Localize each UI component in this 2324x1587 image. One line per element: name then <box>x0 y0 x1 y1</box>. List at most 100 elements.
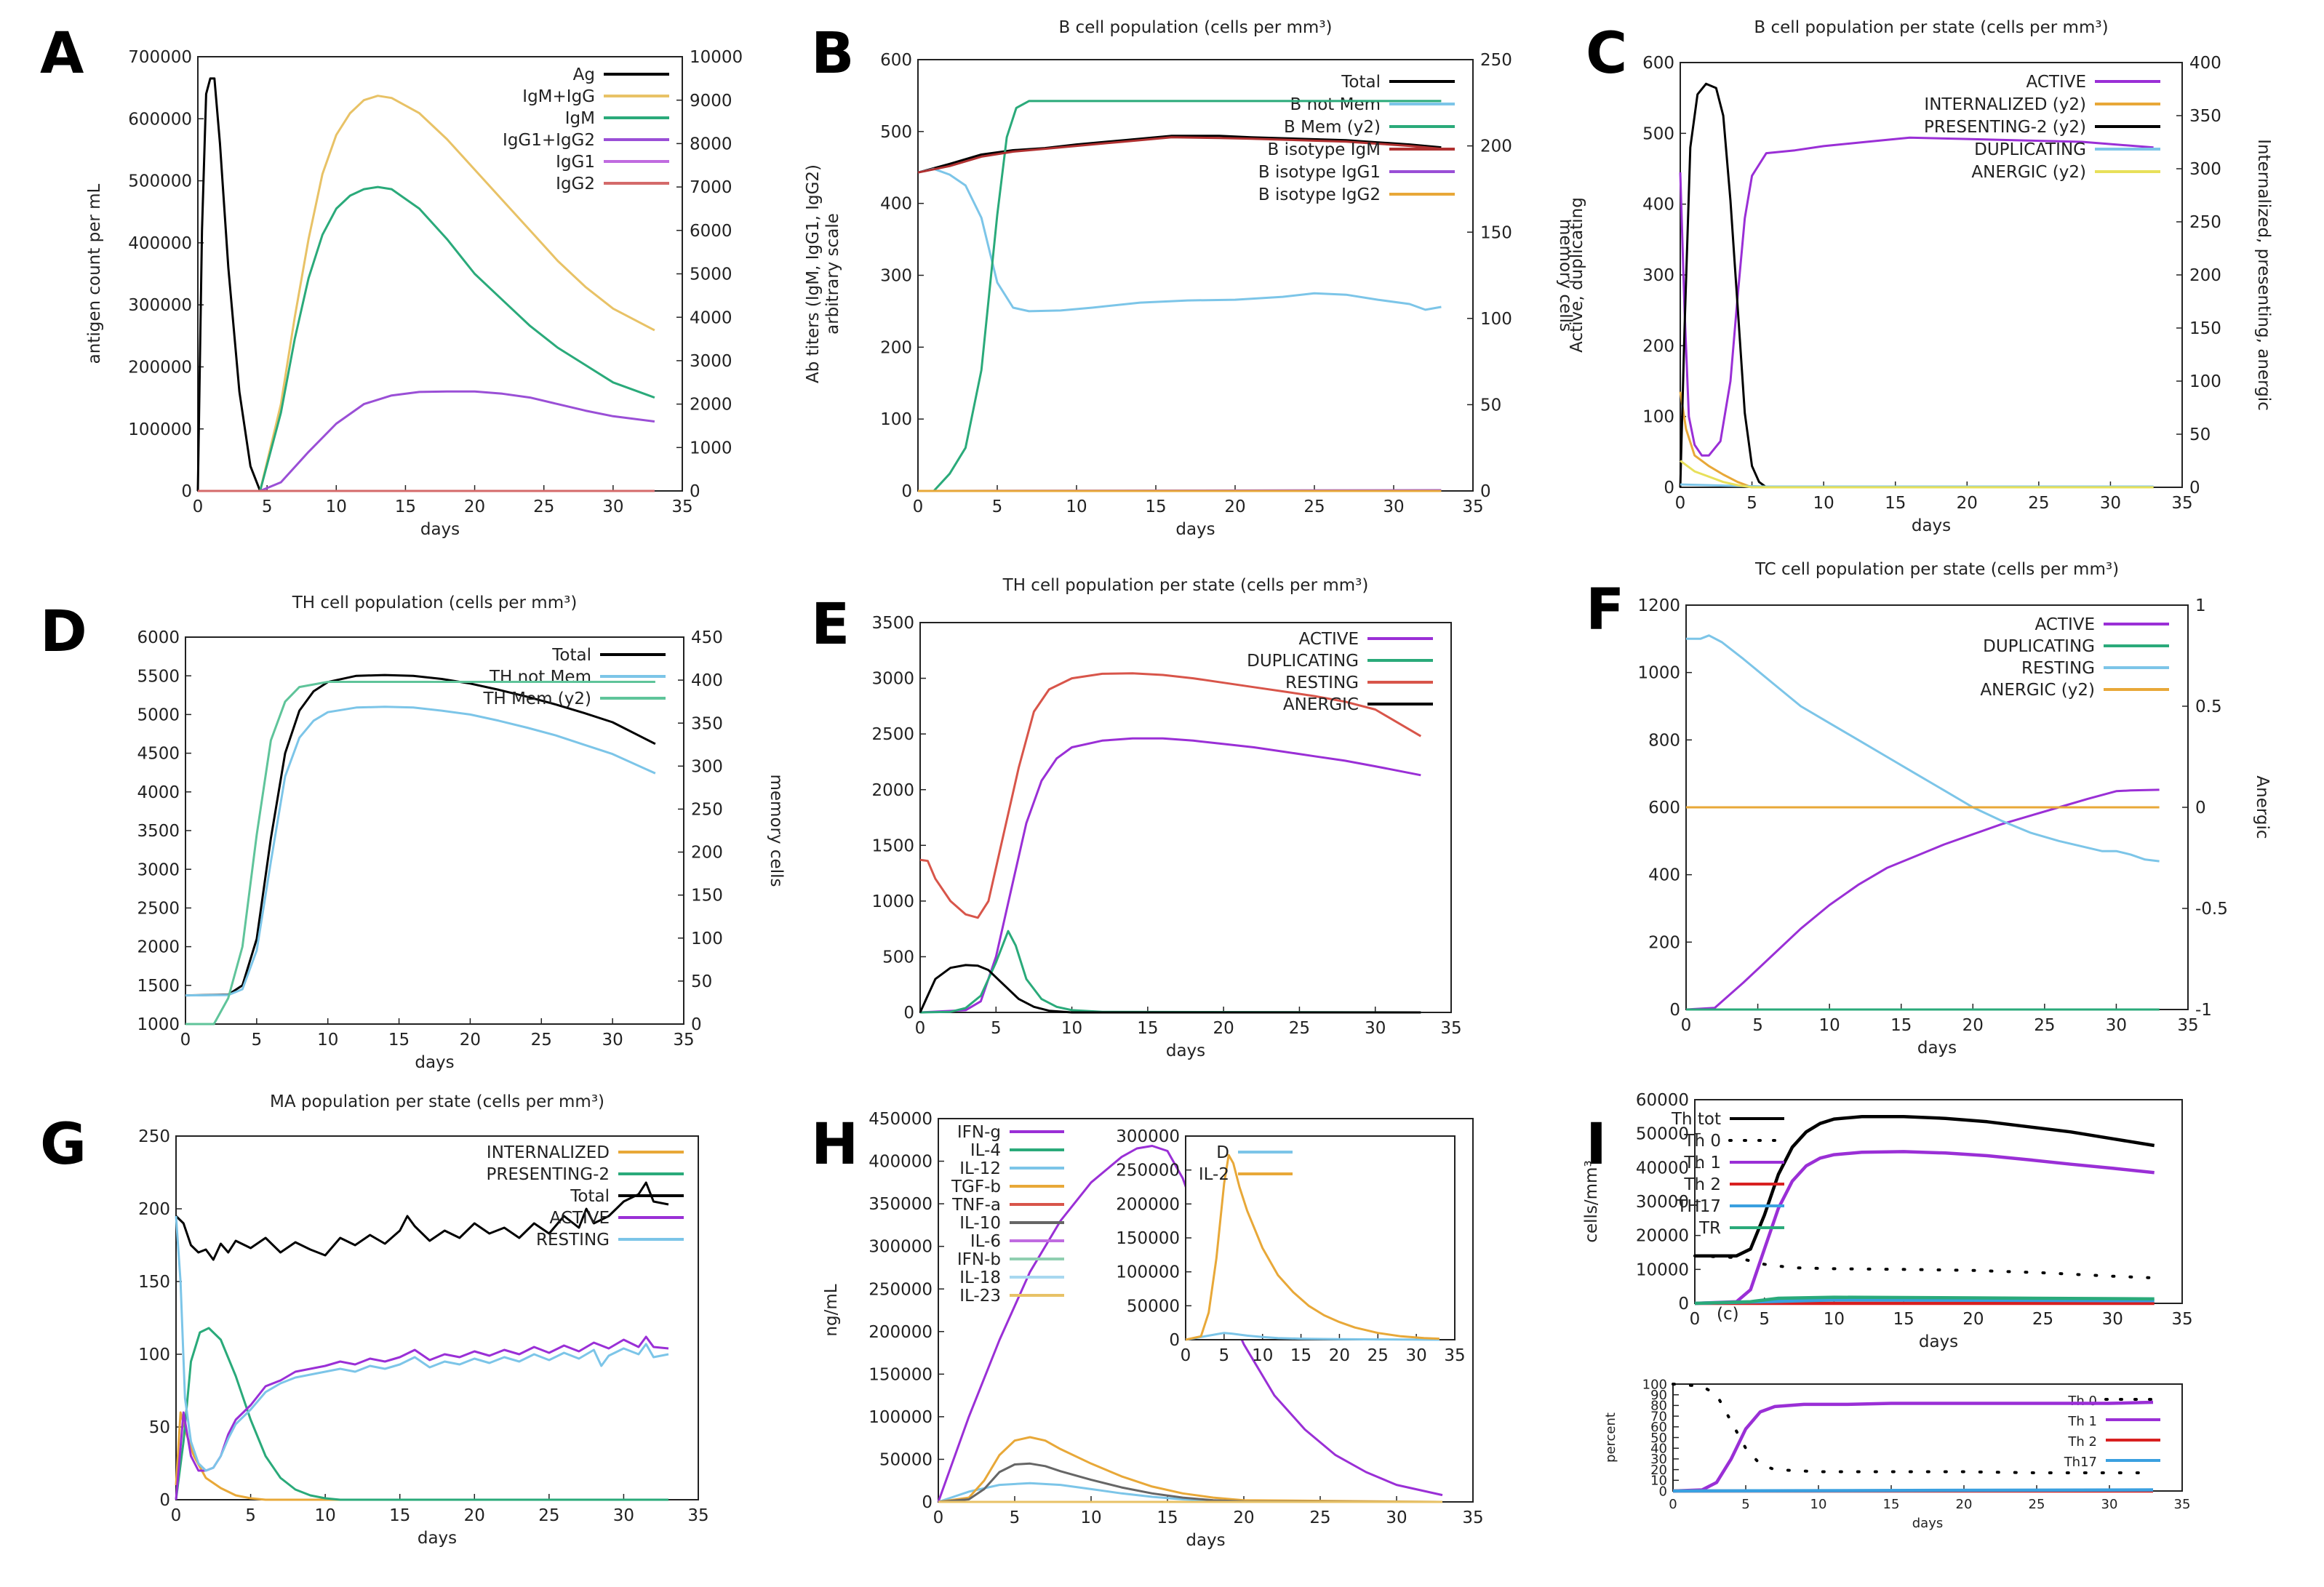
y2-tick-label: 4000 <box>690 308 732 327</box>
plot-frame <box>175 1135 699 1500</box>
y-tick-label: 0 <box>1659 1484 1667 1499</box>
y-tick-label: 0 <box>1664 479 1674 497</box>
series-line-presenting-2 <box>175 1327 668 1501</box>
x-tick-label: 35 <box>2174 1497 2191 1512</box>
x-tick-label: 5 <box>1759 1310 1770 1329</box>
y2-axis-label: Anergic <box>2253 775 2272 839</box>
x-tick-label: 0 <box>1669 1497 1677 1512</box>
series-line-ifn-g <box>937 1145 1443 1503</box>
y-tick-label: 100000 <box>1116 1263 1180 1282</box>
legend-label: Th 1 <box>2067 1414 2097 1429</box>
y2-tick-label: 1 <box>2195 596 2206 615</box>
y2-tick-label: 0 <box>2189 479 2200 497</box>
x-tick-label: 15 <box>1890 1016 1912 1035</box>
legend-label: Th 0 <box>1683 1132 1721 1151</box>
y-tick-label: 0 <box>1678 1295 1689 1314</box>
panel-letter-g: G <box>40 1112 87 1178</box>
legend-label: PRESENTING-2 (y2) <box>1924 118 2086 137</box>
x-tick-label: 25 <box>538 1506 559 1525</box>
x-tick-label: 35 <box>687 1506 708 1525</box>
y-tick-label: 40000 <box>1636 1159 1689 1178</box>
x-tick-label: 5 <box>1219 1346 1230 1365</box>
y2-tick-label: 3000 <box>690 352 732 371</box>
x-tick-label: 10 <box>1810 1497 1827 1512</box>
y-tick-label: 100 <box>138 1346 170 1364</box>
y2-axis-label: memory cells <box>1556 219 1575 332</box>
y2-tick-label: 150 <box>2189 319 2221 338</box>
x-tick-label: 5 <box>991 1019 1002 1038</box>
series-line-resting <box>919 672 1422 919</box>
legend-label: ACTIVE <box>550 1209 610 1228</box>
series-line-igm <box>259 185 655 492</box>
legend-label: IFN-b <box>957 1250 1001 1269</box>
x-tick-label: 25 <box>2034 1016 2055 1035</box>
chart-panel-b: 0 5 10 15 20 25 30 3501002003004005006000501001… <box>880 18 1575 539</box>
x-tick-label: 25 <box>1289 1019 1310 1038</box>
x-tick-label: 30 <box>2100 494 2121 513</box>
legend-label: Total <box>570 1187 610 1206</box>
y-tick-label: 50000 <box>879 1450 933 1469</box>
chart-panel-h-inset: 0 5 10 15 20 25 30 35 0 50000 100000 150000 200000 25… <box>1116 1127 1465 1365</box>
y-tick-label: 250000 <box>868 1280 933 1299</box>
x-tick-label: 15 <box>1290 1346 1311 1365</box>
legend-label: B isotype IgM <box>1268 140 1381 159</box>
legend-label: Th 2 <box>1683 1175 1721 1194</box>
y-tick-label: 100 <box>1642 1377 1667 1392</box>
x-tick-label: 35 <box>1440 1019 1461 1038</box>
legend-label: B isotype IgG2 <box>1258 185 1381 204</box>
legend-label: ANERGIC (y2) <box>1971 163 2086 182</box>
x-tick-label: 5 <box>252 1031 263 1050</box>
y-tick-label: 4000 <box>137 783 180 802</box>
chart-panel-i-percent: 0 5 10 15 20 25 30 350102030405060708090100days… <box>1603 1377 2190 1531</box>
y-tick-label: 0 <box>159 1491 170 1510</box>
y2-tick-label: 450 <box>691 628 723 647</box>
y-tick-label: 400 <box>1642 196 1674 215</box>
chart-panel-d: 0 5 10 15 20 25 30 3510001500200025003000350040… <box>137 593 786 1072</box>
legend-label: RESTING <box>536 1231 610 1250</box>
series-line-total <box>185 673 656 997</box>
chart-panel-f: 0 5 10 15 20 25 30 35020040060080010001200-1-0.… <box>1637 560 2272 1058</box>
legend-label: IgG2 <box>556 175 595 193</box>
y-tick-label: 1500 <box>137 977 180 996</box>
y-axis-label: percent <box>1603 1412 1618 1463</box>
x-tick-label: 30 <box>1383 497 1404 516</box>
x-tick-label: 20 <box>464 497 485 516</box>
panel-letter-c: C <box>1586 21 1627 87</box>
x-tick-label: 0 <box>1181 1346 1191 1365</box>
y-tick-label: 100000 <box>868 1408 933 1427</box>
y-tick-label: 3000 <box>871 670 914 689</box>
x-tick-label: 0 <box>180 1031 191 1050</box>
y-tick-label: 600 <box>880 51 912 70</box>
legend-label: Total <box>551 646 591 665</box>
y2-tick-label: -0.5 <box>2195 900 2228 919</box>
y-tick-label: 150 <box>138 1273 170 1292</box>
series-line-igm-igg <box>259 95 655 492</box>
y-tick-label: 20 <box>1650 1463 1667 1478</box>
legend-label: IgM+IgG <box>522 87 595 106</box>
y-tick-label: 0 <box>1169 1331 1180 1350</box>
y-tick-label: 400 <box>1648 866 1680 885</box>
chart-title: B cell population (cells per mm³) <box>1058 18 1332 37</box>
y-axis-label: cells/mm³ <box>1582 1160 1601 1242</box>
y2-axis-label: Internalized, presenting, anergic <box>2254 139 2273 411</box>
y-tick-label: 500 <box>1642 124 1674 143</box>
y2-tick-label: 250 <box>691 800 723 819</box>
y-tick-label: 80 <box>1650 1399 1667 1414</box>
y2-tick-label: 200 <box>1480 137 1512 156</box>
legend-label: IFN-g <box>957 1123 1001 1142</box>
y-tick-label: 60000 <box>1636 1091 1689 1110</box>
series-line-active <box>919 737 1421 1014</box>
x-tick-label: 35 <box>2177 1016 2198 1035</box>
x-tick-label: 25 <box>1303 497 1325 516</box>
legend-label: IL-23 <box>959 1287 1001 1306</box>
y-tick-label: 30000 <box>1636 1193 1689 1212</box>
legend-label: TR <box>1698 1219 1721 1238</box>
y2-tick-label: 1000 <box>690 439 732 457</box>
y-tick-label: 3000 <box>137 860 180 879</box>
x-tick-label: 25 <box>533 497 554 516</box>
x-tick-label: 35 <box>671 497 692 516</box>
y-tick-label: 50000 <box>1127 1297 1180 1316</box>
panel-letter-e: E <box>811 592 850 657</box>
y-tick-label: 200000 <box>128 358 192 377</box>
